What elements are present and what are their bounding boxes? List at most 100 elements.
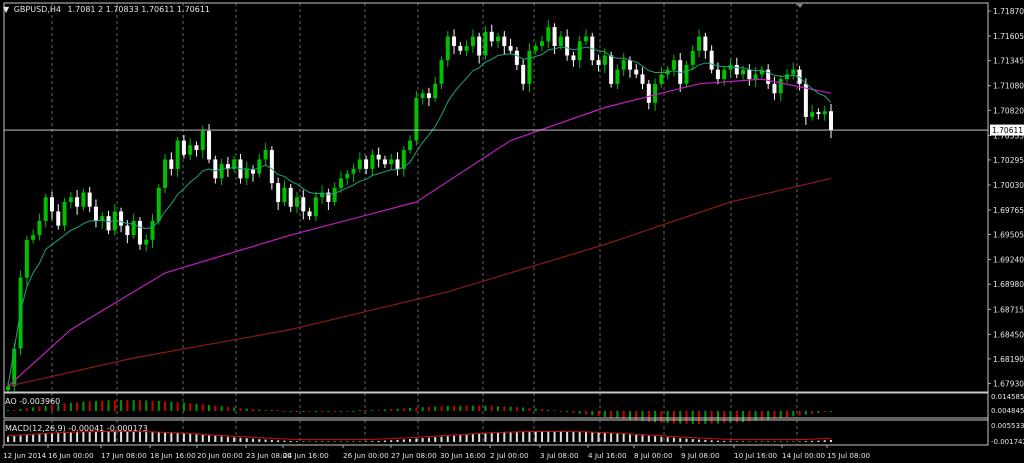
ao-bar xyxy=(38,406,41,411)
candle-body xyxy=(546,27,551,42)
candle-body xyxy=(445,36,450,61)
time-tick-label: 3 Jul 08:00 xyxy=(540,451,579,460)
ao-bar xyxy=(773,411,776,419)
ao-bar xyxy=(164,401,167,411)
ao-bar xyxy=(252,409,255,411)
ao-bar xyxy=(358,410,361,411)
macd-bar xyxy=(421,438,424,442)
candle-body xyxy=(307,211,312,217)
macd-bar xyxy=(616,433,619,442)
ao-bar xyxy=(327,411,330,412)
candle-body xyxy=(37,220,42,236)
macd-bar xyxy=(528,431,531,442)
macd-bar xyxy=(157,432,160,442)
ao-bar xyxy=(497,406,500,411)
macd-bar xyxy=(584,431,587,442)
ao-bar xyxy=(421,407,424,411)
macd-bar xyxy=(289,440,292,442)
ao-bar xyxy=(710,411,713,424)
macd-bar xyxy=(534,431,537,442)
ao-scale-label: 0.004845 xyxy=(991,407,1024,415)
macd-bar xyxy=(233,437,236,442)
macd-bar xyxy=(522,431,525,442)
ao-bar xyxy=(465,405,468,411)
candle-body xyxy=(163,159,168,188)
macd-bar xyxy=(490,433,493,442)
candle-body xyxy=(31,235,36,240)
ao-bar xyxy=(660,411,663,423)
candle-body xyxy=(426,93,431,99)
macd-bar xyxy=(151,431,154,442)
macd-bar xyxy=(603,432,606,442)
macd-bar xyxy=(767,441,770,442)
macd-bar xyxy=(220,436,223,442)
candle-body xyxy=(100,216,105,221)
price-axis: 1.71870 1.71605 1.71345 1.71080 1.70820 1.705… xyxy=(988,7,1024,446)
ao-bar xyxy=(767,411,770,420)
dropdown-arrow-icon[interactable]: ▼ xyxy=(3,5,10,14)
candle-body xyxy=(640,74,645,84)
candle-body xyxy=(452,36,457,47)
candle-body xyxy=(508,46,513,51)
candle-body xyxy=(395,159,400,169)
macd-bar xyxy=(459,435,462,442)
candle-body xyxy=(213,159,218,179)
time-tick-label: 18 Jun 16:00 xyxy=(150,451,196,460)
ao-bar xyxy=(176,402,179,411)
candle-body xyxy=(502,36,507,47)
macd-bar xyxy=(471,434,474,442)
candle-body xyxy=(338,178,343,188)
ao-bar xyxy=(76,402,79,411)
ao-bar xyxy=(484,405,487,411)
ao-bar xyxy=(289,411,292,412)
price-tick-label: 1.70820 xyxy=(993,106,1024,115)
candle-body xyxy=(791,69,796,75)
candle-body xyxy=(43,197,48,221)
price-tick-label: 1.68715 xyxy=(993,305,1024,314)
price-tick-label: 1.69765 xyxy=(993,206,1024,215)
time-tick-label: 12 Jun 2014 xyxy=(3,451,47,460)
macd-bar xyxy=(572,431,575,442)
ao-indicator-panel xyxy=(7,400,832,424)
ao-bar xyxy=(138,400,141,411)
candle-body xyxy=(188,145,193,155)
candle-body xyxy=(131,220,136,236)
ao-bar xyxy=(729,411,732,423)
ao-bar xyxy=(145,400,148,411)
macd-bar xyxy=(164,432,167,442)
ao-bar xyxy=(798,411,801,416)
ao-bar xyxy=(352,411,355,412)
macd-bar xyxy=(591,432,594,442)
ao-bar xyxy=(239,407,242,411)
ao-bar xyxy=(547,409,550,411)
macd-bar xyxy=(628,434,631,442)
price-tick-label: 1.71345 xyxy=(993,57,1024,66)
candle-body xyxy=(244,168,249,179)
candle-body xyxy=(565,36,570,56)
macd-bar xyxy=(691,439,694,442)
ao-bar xyxy=(314,411,317,412)
ao-bar xyxy=(760,411,763,421)
candle-body xyxy=(747,69,752,80)
macd-bar xyxy=(120,431,123,442)
candle-body xyxy=(558,36,563,47)
ao-bar xyxy=(415,407,418,411)
macd-bar xyxy=(559,431,562,442)
ao-bar xyxy=(672,411,675,424)
ao-bar xyxy=(214,405,217,411)
macd-bar xyxy=(515,431,518,442)
macd-bar xyxy=(214,435,217,442)
candle-body xyxy=(219,164,224,179)
macd-bar xyxy=(409,439,412,442)
ao-bar xyxy=(528,408,531,411)
candle-body xyxy=(653,83,658,103)
macd-bar xyxy=(113,431,116,442)
ao-bar xyxy=(503,406,506,411)
macd-bar xyxy=(25,435,28,442)
macd-bar xyxy=(258,439,261,442)
macd-bar xyxy=(704,439,707,442)
ao-bar xyxy=(591,411,594,416)
ao-bar xyxy=(82,401,85,411)
grid-lines xyxy=(51,3,798,445)
macd-scale-label: 0.005533 xyxy=(991,422,1024,430)
